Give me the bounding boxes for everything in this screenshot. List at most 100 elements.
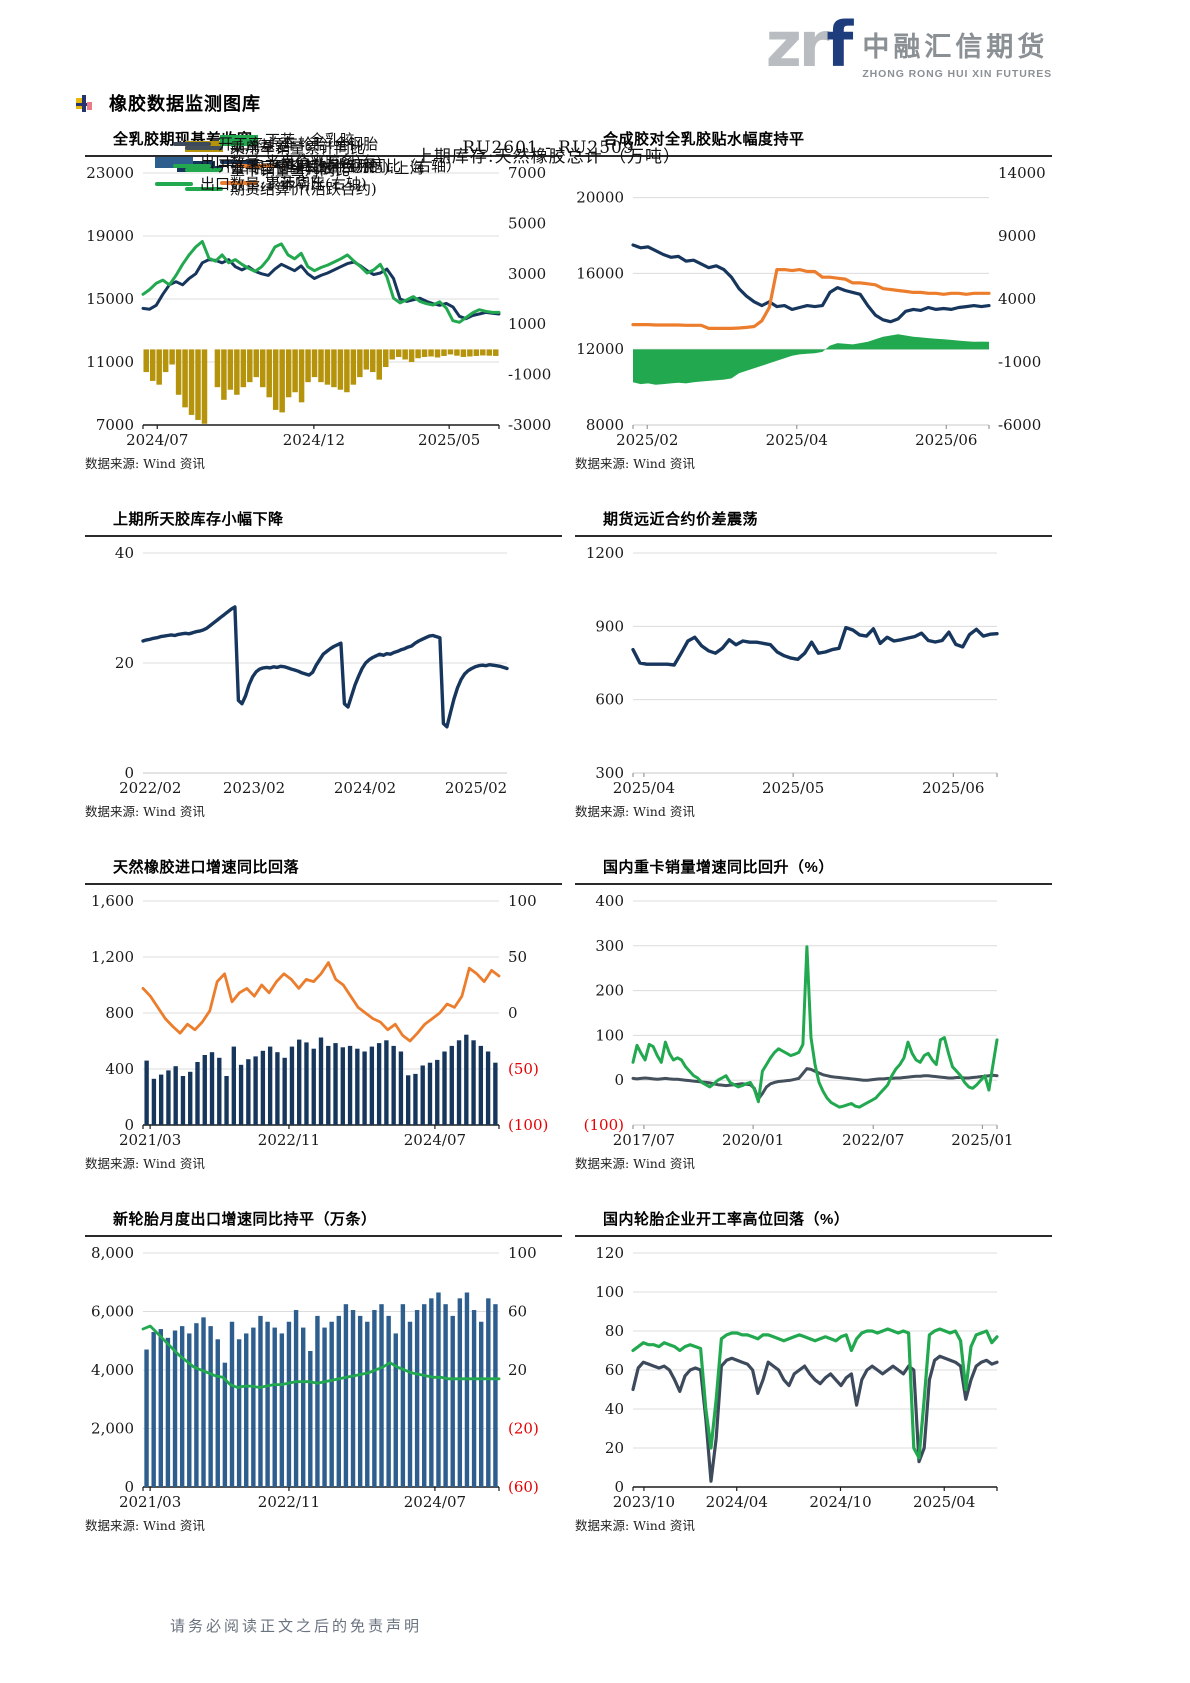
chart-block-synthetic-discount: 合成胶对全乳胶贴水幅度持平 20000 16000 12000 8000 14000 90… <box>220 128 1052 472</box>
svg-text:2022/07: 2022/07 <box>842 1131 904 1149</box>
data-source-note: 数据来源: Wind 资讯 <box>85 456 205 471</box>
legend-item: 出口数量:累计同比(右轴) <box>155 174 370 193</box>
svg-text:800: 800 <box>105 1004 134 1022</box>
chart-block-calendar-spread: 期货远近合约价差震荡 1200 900 600 300 2025/04 2025/05 20… <box>462 138 1052 820</box>
svg-text:-6000: -6000 <box>998 416 1041 434</box>
logo-f-text: f <box>826 8 853 81</box>
svg-text:200: 200 <box>595 982 624 1000</box>
chart-canvas: 1,600 1,200 800 400 0 100 50 0 (50) (100) 2021/03 2… <box>85 889 562 1151</box>
svg-text:40: 40 <box>605 1400 624 1418</box>
title-divider <box>85 1235 562 1237</box>
legend-label: 云南国营全乳胶(SCR5):上海 <box>230 158 425 177</box>
svg-text:100: 100 <box>508 1244 537 1262</box>
chart-block-basis: 全乳胶期现基差收窄 23000 19000 15000 11000 7000 7000 50… <box>85 128 562 472</box>
title-divider <box>85 155 562 157</box>
svg-text:20: 20 <box>605 1439 624 1457</box>
line-swatch-icon <box>236 164 274 169</box>
chart-block-tire-exports: 新轮胎月度出口增速同比持平（万条） 8,000 6,000 4,000 2,000 0 1… <box>85 154 562 1534</box>
svg-text:2025/05: 2025/05 <box>418 431 480 449</box>
chart-block-truck-sales: 国内重卡销量增速同比回升（%） 400 300 200 100 0 (100) 2017/0… <box>185 140 1052 1172</box>
svg-text:4,000: 4,000 <box>91 1361 134 1379</box>
svg-text:20: 20 <box>115 654 134 672</box>
chart-canvas: 400 300 200 100 0 (100) 2017/07 2020/01 2022/07 2… <box>575 889 1052 1151</box>
title-divider <box>85 883 562 885</box>
title-divider <box>575 1235 1052 1237</box>
svg-text:120: 120 <box>595 1244 624 1262</box>
svg-text:300: 300 <box>595 764 624 782</box>
svg-text:-3000: -3000 <box>508 416 551 434</box>
line-swatch-icon <box>173 163 211 168</box>
svg-text:2024/04: 2024/04 <box>706 1493 768 1511</box>
svg-text:2025/06: 2025/06 <box>922 779 984 797</box>
svg-text:7000: 7000 <box>508 164 546 182</box>
line-swatch-icon <box>185 146 223 151</box>
legend-label: 开工率:汽车轮胎:半钢胎 <box>218 156 379 175</box>
legend-label: 进口数量当月同比（右轴） <box>281 157 462 175</box>
chart-canvas: 8,000 6,000 4,000 2,000 0 100 60 20 (20) (60) 2021… <box>85 1241 562 1513</box>
svg-text:(20): (20) <box>508 1420 539 1438</box>
line-swatch-icon <box>185 167 223 172</box>
svg-text:100: 100 <box>508 892 537 910</box>
svg-text:2024/07: 2024/07 <box>404 1131 466 1149</box>
svg-text:19000: 19000 <box>86 227 134 245</box>
section-title: 橡胶数据监测图库 <box>109 94 261 114</box>
chart-legend: 丁苯 - 全乳胶 云南全乳胶(上海) 丁苯华东 <box>220 132 382 192</box>
svg-text:9000: 9000 <box>998 227 1036 245</box>
svg-text:2017/07: 2017/07 <box>613 1131 675 1149</box>
chart-inner-title: 上期库存:天然橡胶总计 （万吨） <box>415 147 682 167</box>
legend-label: 丁苯 - 全乳胶 <box>265 131 355 149</box>
chart-grid: 全乳胶期现基差收窄 23000 19000 15000 11000 7000 7000 50… <box>85 128 1052 1534</box>
chart-canvas: 120 100 80 60 40 20 0 2023/10 2024/04 2024/10 2025… <box>575 1241 1052 1513</box>
section-bullet-icon <box>76 94 93 112</box>
legend-item: 重卡销量当月同比 <box>185 161 365 179</box>
svg-text:2024/10: 2024/10 <box>809 1493 871 1511</box>
chart-title: 上期所天胶库存小幅下降 <box>113 511 284 528</box>
legend-item: 期货结算价(活跃合约) <box>185 181 424 198</box>
svg-text:14000: 14000 <box>998 164 1045 182</box>
data-source-note: 数据来源: Wind 资讯 <box>575 1518 695 1533</box>
svg-text:60: 60 <box>605 1361 624 1379</box>
svg-text:0: 0 <box>614 1071 624 1089</box>
svg-text:(50): (50) <box>508 1060 539 1078</box>
svg-text:2024/07: 2024/07 <box>404 1493 466 1511</box>
title-divider <box>575 155 1052 157</box>
svg-text:2025/04: 2025/04 <box>766 431 828 449</box>
svg-text:100: 100 <box>595 1026 624 1044</box>
legend-label: 出口数量:当月值（万条） <box>200 153 371 171</box>
svg-text:20000: 20000 <box>576 189 624 207</box>
svg-text:2025/04: 2025/04 <box>613 779 675 797</box>
svg-text:400: 400 <box>595 892 624 910</box>
legend-item: 丁苯华东 <box>220 175 382 192</box>
chart-svg: 8,000 6,000 4,000 2,000 0 100 60 20 (20) (60) 2021… <box>91 1244 539 1511</box>
chart-svg: 400 300 200 100 0 (100)2017/07 2020/01 2022/07 2… <box>584 892 1014 1149</box>
title-divider <box>575 883 1052 885</box>
brand-text: 中融汇信期货 ZHONG RONG HUI XIN FUTURES <box>862 16 1052 80</box>
line-swatch-icon <box>185 187 223 192</box>
svg-text:(100): (100) <box>508 1116 548 1134</box>
chart-legend: 出口数量:当月值（万条） 出口数量:累计同比(右轴) <box>155 154 370 192</box>
svg-text:(100): (100) <box>584 1116 624 1134</box>
chart-legend: 乘用车销量累计同比 重卡销量当月同比 <box>185 140 365 178</box>
svg-text:300: 300 <box>595 937 624 955</box>
chart-svg: 20000 16000 12000 8000 14000 9000 4000 -1000 -60… <box>576 164 1045 449</box>
svg-text:-1000: -1000 <box>508 366 551 384</box>
svg-text:11000: 11000 <box>86 353 134 371</box>
chart-svg: 23000 19000 15000 11000 7000 7000 5000 3000 1000… <box>86 164 551 449</box>
section-header: 橡胶数据监测图库 <box>76 90 261 116</box>
svg-text:400: 400 <box>105 1060 134 1078</box>
svg-text:(60): (60) <box>508 1478 539 1496</box>
legend-label: 出口数量:累计同比(右轴) <box>200 174 367 193</box>
chart-title: 期货远近合约价差震荡 <box>603 511 759 528</box>
svg-text:2022/11: 2022/11 <box>258 1131 320 1149</box>
chart-title: 合成胶对全乳胶贴水幅度持平 <box>603 131 805 148</box>
disclaimer-note: 请务必阅读正文之后的免责声明 <box>170 1617 423 1635</box>
svg-text:-1000: -1000 <box>998 353 1041 371</box>
legend-item: 开工率:汽车轮胎:半钢胎 <box>173 156 379 175</box>
svg-text:0: 0 <box>124 764 134 782</box>
legend-item: 乘用车销量累计同比 <box>185 140 365 157</box>
svg-text:2024/02: 2024/02 <box>334 779 396 797</box>
svg-text:0: 0 <box>124 1478 134 1496</box>
bar-swatch-icon <box>220 134 258 146</box>
